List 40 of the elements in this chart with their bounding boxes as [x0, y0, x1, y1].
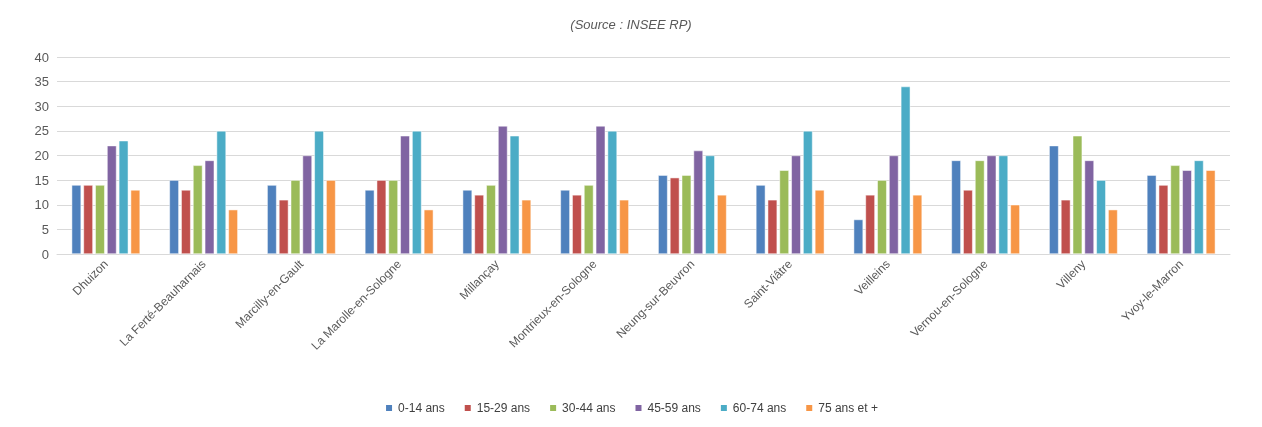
legend-label: 75 ans et +	[818, 401, 878, 415]
bar	[560, 189, 570, 254]
bar	[181, 189, 191, 254]
legend-label: 45-59 ans	[647, 401, 701, 415]
bar	[963, 189, 973, 254]
legend-label: 0-14 ans	[398, 401, 445, 415]
bar	[791, 155, 801, 254]
bar	[572, 194, 582, 254]
bar	[228, 209, 238, 254]
bar	[1096, 180, 1106, 254]
bar	[326, 180, 336, 254]
bar	[1182, 170, 1192, 254]
y-tick-label: 15	[34, 172, 49, 188]
bar	[1010, 204, 1020, 254]
bar	[267, 185, 277, 254]
bar	[400, 135, 410, 254]
legend-label: 15-29 ans	[476, 401, 531, 415]
y-tick-label: 25	[34, 123, 49, 139]
bar	[877, 180, 887, 254]
y-tick-label: 10	[34, 197, 49, 213]
bar	[658, 175, 668, 254]
bar	[95, 185, 105, 254]
bar	[619, 199, 629, 254]
legend-label: 60-74 ans	[732, 401, 787, 415]
bar	[314, 130, 324, 254]
y-tick-label: 5	[41, 221, 49, 237]
y-tick-label: 35	[34, 74, 49, 90]
bar	[1108, 209, 1118, 254]
bar	[951, 160, 961, 254]
bar	[1049, 145, 1059, 254]
bar	[705, 155, 715, 254]
y-tick-label: 0	[41, 246, 49, 262]
bar	[169, 180, 179, 254]
bar	[486, 185, 496, 254]
text: (Source : INSEE RP)	[570, 17, 692, 32]
y-tick-label: 40	[34, 49, 49, 65]
legend-label: 30-44 ans	[562, 401, 616, 415]
y-tick-label: 20	[34, 148, 49, 163]
y-tick-label: 30	[34, 98, 49, 114]
bar	[717, 194, 727, 254]
